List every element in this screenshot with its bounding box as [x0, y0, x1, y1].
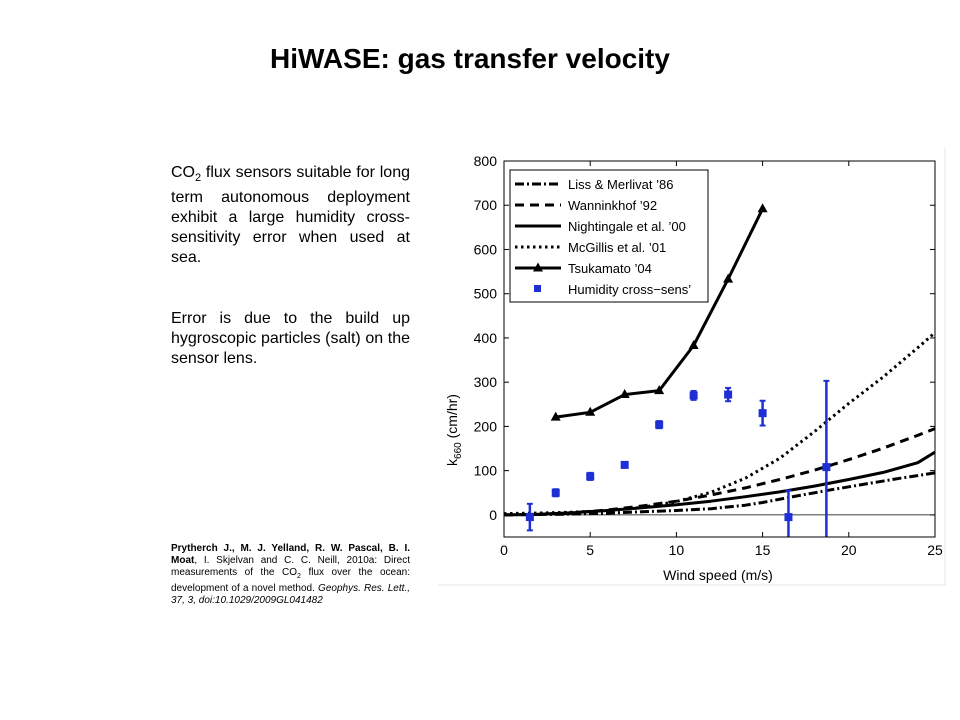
- humidity-point: [655, 420, 664, 429]
- legend: Liss & Merlivat ’86 Wanninkhof ’92 Nightin…: [509, 169, 709, 303]
- series-1-group: [504, 471, 935, 517]
- humidity-point: [822, 463, 831, 472]
- y-tick-label: 300: [474, 374, 498, 390]
- x-tick-label: 10: [669, 542, 685, 558]
- legend-item: Wanninkhof ’92: [515, 198, 657, 213]
- co2-subscript: 2: [195, 172, 202, 185]
- tsukamato-point: [757, 203, 768, 213]
- legend-label: Humidity cross−sens’: [568, 282, 691, 297]
- y-axis-label-unit: (cm/hr): [444, 394, 460, 442]
- paragraph-co2-sensors: CO2 flux sensors suitable for long term …: [171, 163, 410, 268]
- reference-citation: Prytherch J., M. J. Yelland, R. W. Pasca…: [171, 543, 410, 607]
- reference-body: , I. Skjelvan and C. C. Neill, 2010a: Di…: [171, 555, 410, 578]
- y-tick-label: 500: [474, 286, 498, 302]
- tsukamato-point: [654, 385, 665, 395]
- y-tick-label: 0: [489, 507, 497, 523]
- legend-box: [509, 169, 709, 303]
- paragraph-co2-rest: flux sensors suitable for long term auto…: [171, 164, 410, 267]
- tsukamato-point: [619, 389, 630, 399]
- series-line-1: [504, 471, 935, 517]
- y-tick-label: 700: [474, 197, 498, 213]
- x-tick-label: 25: [927, 542, 943, 558]
- y-tick-label: 800: [474, 153, 498, 169]
- series-line-3: [504, 450, 935, 517]
- tsukamato-point: [723, 273, 734, 283]
- legend-symbol-humidity: [534, 285, 541, 292]
- legend-symbol-triangle: [533, 262, 543, 272]
- legend-item: McGillis et al. ’01: [515, 240, 666, 255]
- plot-frame: [503, 160, 936, 538]
- slide-title: HiWASE: gas transfer velocity: [270, 43, 670, 74]
- series-line-4: [504, 331, 935, 516]
- legend-label: Liss & Merlivat ’86: [568, 177, 673, 192]
- reference-journal: Geophys. Res. Lett., 37, 3, doi:10.1029/…: [171, 583, 410, 606]
- x-tick-label: 0: [500, 542, 508, 558]
- y-axis-label-subscript: 660: [453, 442, 464, 459]
- legend-item: Humidity cross−sens’: [534, 282, 691, 297]
- reference-authors: Prytherch J., M. J. Yelland, R. W. Pasca…: [171, 543, 410, 566]
- legend-item: Liss & Merlivat ’86: [515, 177, 673, 192]
- humidity-point: [551, 488, 560, 497]
- series-2-group: [504, 427, 935, 517]
- humidity-point: [758, 409, 767, 418]
- gas-transfer-chart: 0 5 10 15 20 25 0 100 200 300 400 500 600 700 800 Liss …: [438, 148, 950, 588]
- series-line-2: [504, 427, 935, 517]
- legend-item: Tsukamato ’04: [515, 261, 652, 276]
- humidity-point: [724, 390, 733, 399]
- humidity-point: [586, 472, 595, 481]
- x-tick-label: 5: [586, 542, 594, 558]
- series-5-group: [550, 203, 768, 421]
- series-6-group: [525, 379, 831, 537]
- y-tick-label: 600: [474, 241, 498, 257]
- co2-text: CO: [171, 164, 195, 181]
- legend-label: Nightingale et al. ’00: [568, 219, 686, 234]
- y-axis-label-k: k: [444, 458, 460, 466]
- humidity-point: [784, 513, 793, 522]
- x-tick-label: 15: [755, 542, 771, 558]
- series-4-group: [504, 331, 935, 516]
- paragraph-error-cause: Error is due to the build up hygroscopic…: [171, 310, 410, 367]
- tsukamato-point: [688, 339, 699, 349]
- y-tick-label: 400: [474, 330, 498, 346]
- reference-body-2: flux over the ocean: development of a no…: [171, 567, 410, 594]
- x-axis-label: Wind speed (m/s): [663, 567, 773, 583]
- tsukamato-point: [550, 411, 561, 421]
- legend-item: Nightingale et al. ’00: [515, 219, 686, 234]
- humidity-point: [689, 391, 698, 400]
- plot-area: 0 5 10 15 20 25 0 100 200 300 400 500 600 700 800 Liss …: [474, 153, 943, 558]
- reference-co2-subscript: 2: [297, 573, 301, 580]
- y-axis-label: k660 (cm/hr): [444, 394, 464, 466]
- humidity-point: [620, 460, 629, 469]
- series-3-group: [504, 450, 935, 517]
- y-tick-label: 200: [474, 418, 498, 434]
- legend-label: Tsukamato ’04: [568, 261, 652, 276]
- legend-label: McGillis et al. ’01: [568, 240, 666, 255]
- tsukamato-point: [585, 406, 596, 416]
- y-tick-label: 100: [474, 463, 498, 479]
- humidity-point: [525, 513, 534, 522]
- legend-label: Wanninkhof ’92: [568, 198, 657, 213]
- x-tick-label: 20: [841, 542, 857, 558]
